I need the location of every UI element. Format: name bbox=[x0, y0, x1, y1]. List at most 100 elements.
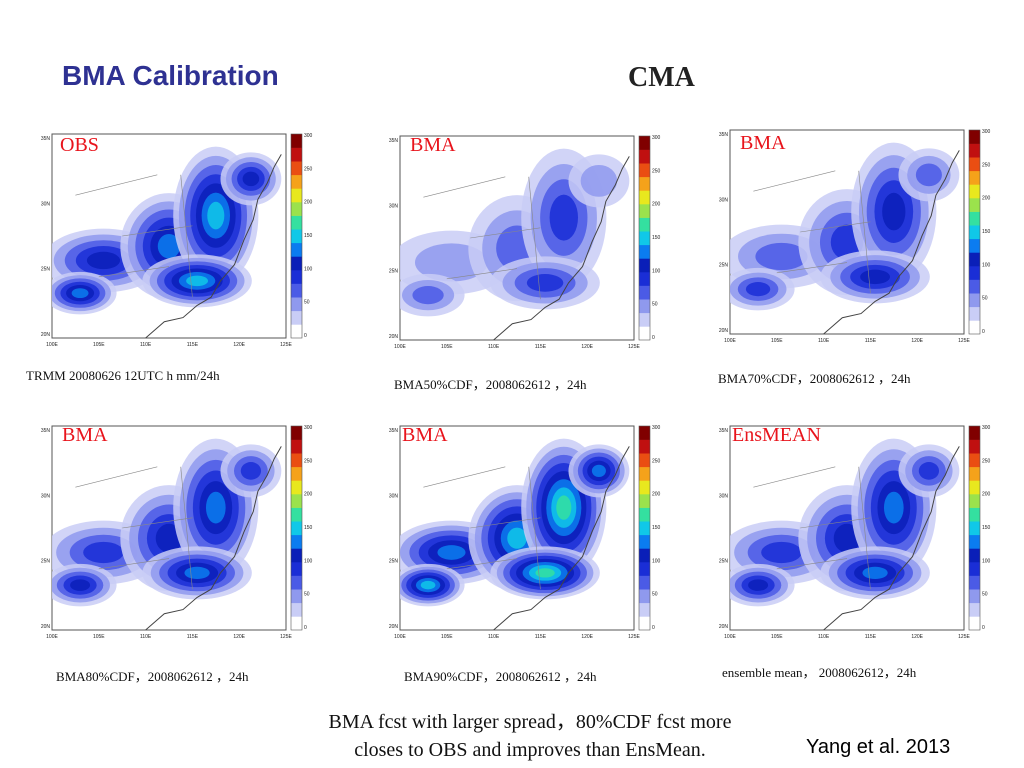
colorbar-tick-label: 200 bbox=[652, 492, 661, 498]
panel-caption-bma90: BMA90%CDF，2008062612 ，24h bbox=[404, 669, 597, 684]
precip-map-bma50: 35N 30N 25N 20N 100E 105E 110E 115E 120E 125E 300 2… bbox=[389, 135, 661, 350]
lon-tick-label: 110E bbox=[140, 634, 152, 640]
lon-tick-label: 125E bbox=[280, 634, 292, 640]
map-panel-ensmean: 35N 30N 25N 20N 100E 105E 110E 115E 120E 125E 300 2… bbox=[716, 424, 1006, 649]
lon-tick-label: 110E bbox=[818, 634, 830, 640]
lat-tick-label: 25N bbox=[41, 267, 51, 273]
colorbar-tick-label: 250 bbox=[982, 162, 991, 168]
lon-tick-label: 110E bbox=[140, 342, 152, 348]
lon-tick-label: 110E bbox=[488, 634, 500, 640]
colorbar-tick-label: 50 bbox=[982, 592, 988, 598]
colorbar-tick-label: 200 bbox=[304, 200, 313, 206]
colorbar-tick-label: 100 bbox=[304, 558, 313, 564]
summary-line-2: closes to OBS and improves than EnsMean. bbox=[354, 739, 706, 761]
panel-caption-obs: TRMM 20080626 12UTC h mm/24h bbox=[26, 368, 220, 383]
colorbar-tick-label: 250 bbox=[982, 458, 991, 464]
colorbar-tick-label: 150 bbox=[304, 525, 313, 531]
colorbar-tick-label: 150 bbox=[652, 525, 661, 531]
lat-tick-label: 25N bbox=[389, 269, 399, 275]
colorbar-tick-label: 0 bbox=[304, 333, 307, 339]
panel-tag-bma80: BMA bbox=[62, 424, 108, 446]
colorbar-tick-label: 50 bbox=[304, 300, 310, 306]
colorbar-tick-label: 0 bbox=[982, 625, 985, 631]
colorbar-tick-label: 150 bbox=[652, 235, 661, 241]
colorbar-tick-label: 50 bbox=[652, 302, 658, 308]
panel-tag-ensmean: EnsMEAN bbox=[732, 424, 821, 446]
lat-tick-label: 35N bbox=[389, 428, 399, 434]
colorbar-tick-label: 200 bbox=[652, 202, 661, 208]
precip-map-bma70: 35N 30N 25N 20N 100E 105E 110E 115E 120E 125E 300 2… bbox=[719, 129, 991, 344]
lon-tick-label: 125E bbox=[958, 338, 970, 344]
colorbar-tick-label: 0 bbox=[652, 625, 655, 631]
colorbar-tick-label: 300 bbox=[304, 133, 313, 139]
panel-caption-bma80: BMA80%CDF，2008062612 ，24h bbox=[56, 669, 249, 684]
map-graphic-bma80: 35N 30N 25N 20N 100E 105E 110E 115E 120E 125E 300 2… bbox=[41, 425, 313, 640]
lat-tick-label: 35N bbox=[41, 136, 51, 142]
panel-tag-bma50: BMA bbox=[410, 134, 456, 156]
lon-tick-label: 110E bbox=[818, 338, 830, 344]
lat-tick-label: 30N bbox=[389, 203, 399, 209]
lon-tick-label: 100E bbox=[724, 338, 736, 344]
lon-tick-label: 120E bbox=[233, 634, 245, 640]
lat-tick-label: 30N bbox=[719, 197, 729, 203]
lon-tick-label: 110E bbox=[488, 344, 500, 350]
lat-tick-label: 35N bbox=[389, 138, 399, 144]
colorbar-tick-label: 50 bbox=[982, 296, 988, 302]
colorbar-tick-label: 300 bbox=[982, 129, 991, 135]
colorbar-tick-label: 250 bbox=[652, 458, 661, 464]
map-panel-bma90: 35N 30N 25N 20N 100E 105E 110E 115E 120E 125E 300 2… bbox=[386, 424, 676, 649]
lon-tick-label: 120E bbox=[911, 338, 923, 344]
map-graphic-bma50: 35N 30N 25N 20N 100E 105E 110E 115E 120E 125E 300 2… bbox=[389, 135, 661, 350]
lat-tick-label: 35N bbox=[719, 428, 729, 434]
map-graphic-ensmean: 35N 30N 25N 20N 100E 105E 110E 115E 120E 125E 300 2… bbox=[719, 425, 991, 640]
lat-tick-label: 20N bbox=[41, 332, 51, 338]
lon-tick-label: 125E bbox=[628, 344, 640, 350]
map-panel-bma80: 35N 30N 25N 20N 100E 105E 110E 115E 120E 125E 300 2… bbox=[38, 424, 328, 649]
colorbar-tick-label: 100 bbox=[652, 268, 661, 274]
lon-tick-label: 115E bbox=[865, 338, 877, 344]
colorbar-tick-label: 300 bbox=[304, 425, 313, 431]
precip-map-obs: 35N 30N 25N 20N 100E 105E 110E 115E 120E 125E 300 2… bbox=[41, 133, 313, 348]
colorbar-tick-label: 50 bbox=[304, 592, 310, 598]
panel-caption-bma50: BMA50%CDF，2008062612 ，24h bbox=[394, 377, 587, 392]
lat-tick-label: 20N bbox=[41, 624, 51, 630]
colorbar-tick-label: 100 bbox=[652, 558, 661, 564]
lon-tick-label: 105E bbox=[441, 634, 453, 640]
lon-tick-label: 120E bbox=[233, 342, 245, 348]
colorbar-tick-label: 0 bbox=[652, 335, 655, 341]
colorbar-tick-label: 200 bbox=[982, 492, 991, 498]
lon-tick-label: 100E bbox=[46, 634, 58, 640]
lat-tick-label: 30N bbox=[41, 201, 51, 207]
lon-tick-label: 105E bbox=[93, 634, 105, 640]
lat-tick-label: 25N bbox=[719, 559, 729, 565]
colorbar-tick-label: 50 bbox=[652, 592, 658, 598]
lat-tick-label: 25N bbox=[41, 559, 51, 565]
precip-map-bma90: 35N 30N 25N 20N 100E 105E 110E 115E 120E 125E 300 2… bbox=[389, 425, 661, 640]
panel-caption-bma70: BMA70%CDF，2008062612 ，24h bbox=[718, 371, 911, 386]
lat-tick-label: 20N bbox=[389, 624, 399, 630]
lat-tick-label: 30N bbox=[719, 493, 729, 499]
map-graphic-bma70: 35N 30N 25N 20N 100E 105E 110E 115E 120E 125E 300 2… bbox=[719, 129, 991, 344]
map-panel-bma50: 35N 30N 25N 20N 100E 105E 110E 115E 120E 125E 300 2… bbox=[386, 134, 676, 359]
lon-tick-label: 115E bbox=[535, 634, 547, 640]
colorbar-tick-label: 250 bbox=[304, 458, 313, 464]
lat-tick-label: 20N bbox=[389, 334, 399, 340]
panel-caption-ensmean: ensemble mean， 2008062612，24h bbox=[722, 665, 917, 680]
citation: Yang et al. 2013 bbox=[806, 736, 951, 758]
organization-label: CMA bbox=[628, 62, 695, 93]
lon-tick-label: 120E bbox=[581, 344, 593, 350]
map-panel-bma70: 35N 30N 25N 20N 100E 105E 110E 115E 120E 125E 300 2… bbox=[716, 128, 1006, 353]
precip-map-bma80: 35N 30N 25N 20N 100E 105E 110E 115E 120E 125E 300 2… bbox=[41, 425, 313, 640]
lon-tick-label: 100E bbox=[46, 342, 58, 348]
colorbar-tick-label: 100 bbox=[982, 558, 991, 564]
lat-tick-label: 30N bbox=[41, 493, 51, 499]
summary-text: BMA fcst with larger spread，80%CDF fcst … bbox=[260, 708, 800, 764]
panel-tag-bma90: BMA bbox=[402, 424, 448, 446]
lat-tick-label: 35N bbox=[719, 132, 729, 138]
colorbar-tick-label: 150 bbox=[982, 525, 991, 531]
lon-tick-label: 115E bbox=[187, 342, 199, 348]
colorbar-tick-label: 100 bbox=[982, 262, 991, 268]
panel-tag-obs: OBS bbox=[60, 134, 99, 156]
lat-tick-label: 30N bbox=[389, 493, 399, 499]
lon-tick-label: 125E bbox=[280, 342, 292, 348]
